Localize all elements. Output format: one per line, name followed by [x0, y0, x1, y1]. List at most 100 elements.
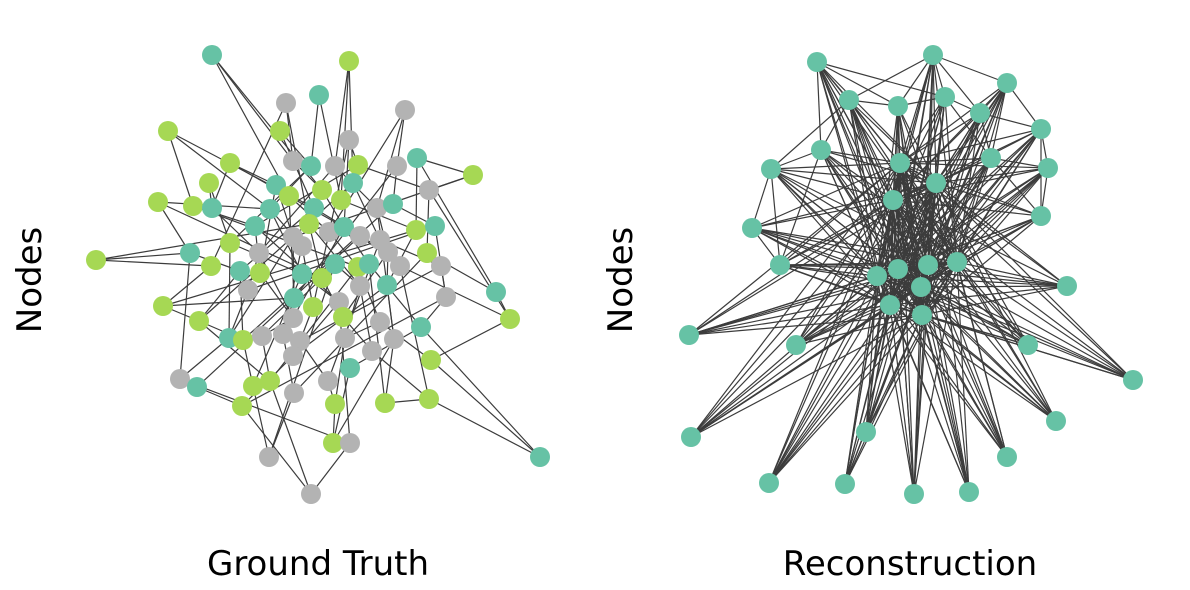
ground-truth-node: [334, 217, 354, 237]
ground-truth-nodes: [86, 45, 550, 504]
reconstruction-node: [839, 90, 859, 110]
reconstruction-edge: [844, 261, 958, 485]
reconstruction-edge: [690, 304, 891, 438]
ground-truth-edge: [428, 398, 541, 458]
ground-truth-edge: [268, 263, 336, 458]
ground-truth-node: [260, 371, 280, 391]
ground-truth-node: [202, 45, 222, 65]
reconstruction-edge: [779, 149, 822, 266]
ground-truth-node: [249, 243, 269, 263]
reconstruction-edge: [927, 215, 1042, 266]
reconstruction-node: [947, 252, 967, 272]
reconstruction-edge: [770, 168, 929, 266]
ground-truth-edge: [162, 297, 295, 307]
ground-truth-node: [189, 311, 209, 331]
ground-truth-node: [232, 396, 252, 416]
ground-truth-node: [252, 326, 272, 346]
ground-truth-node: [220, 233, 240, 253]
ground-truth-node: [259, 447, 279, 467]
ground-truth-edge: [310, 94, 320, 167]
reconstruction-node: [681, 427, 701, 447]
reconstruction-edge: [876, 96, 946, 277]
ground-truth-edge: [239, 270, 244, 341]
reconstruction-edge: [770, 99, 850, 170]
ground-truth-node: [283, 151, 303, 171]
reconstruction-node: [935, 87, 955, 107]
ground-truth-node: [348, 155, 368, 175]
reconstruction-node: [807, 52, 827, 72]
reconstruction-edge: [944, 96, 958, 263]
reconstruction-edge: [751, 168, 772, 229]
ground-truth-node: [86, 250, 106, 270]
reconstruction-edge: [897, 105, 937, 184]
reconstruction-edge: [920, 286, 1057, 422]
ground-truth-edge: [334, 337, 346, 405]
ground-truth-node: [260, 199, 280, 219]
ground-truth-node: [339, 51, 359, 71]
ground-truth-edge: [269, 380, 312, 495]
ground-truth-node: [284, 383, 304, 403]
reconstruction-node: [911, 277, 931, 297]
reconstruction-edge: [899, 162, 958, 263]
ground-truth-edge: [179, 252, 191, 380]
reconstruction-edge: [889, 182, 937, 306]
ground-truth-node: [411, 317, 431, 337]
reconstruction-node: [1123, 370, 1143, 390]
ground-truth-node: [292, 264, 312, 284]
ground-truth-node: [312, 268, 332, 288]
reconstruction-node: [890, 153, 910, 173]
reconstruction-edge: [935, 182, 958, 263]
ground-truth-node: [238, 280, 258, 300]
ground-truth-node: [250, 263, 270, 283]
reconstruction-edge: [892, 96, 946, 201]
ground-truth-node: [170, 369, 190, 389]
ground-truth-node: [233, 330, 253, 350]
ground-truth-node: [333, 307, 353, 327]
ground-truth-node: [406, 220, 426, 240]
ground-truth-node: [187, 377, 207, 397]
ground-truth-node: [283, 346, 303, 366]
reconstruction-node: [856, 422, 876, 442]
ground-truth-node: [312, 180, 332, 200]
ground-truth-node: [359, 254, 379, 274]
reconstruction-edge: [899, 162, 929, 266]
ground-truth-node: [362, 341, 382, 361]
ground-truth-edge: [258, 252, 294, 319]
reconstruction-edge: [816, 61, 899, 107]
reconstruction-edge: [935, 182, 1057, 422]
ground-truth-node: [370, 312, 390, 332]
reconstruction-edge: [897, 162, 901, 270]
ground-truth-node: [425, 216, 445, 236]
reconstruction-node: [1031, 119, 1051, 139]
reconstruction-edge: [770, 162, 901, 170]
reconstruction-edge: [820, 149, 937, 184]
ground-truth-edge: [179, 337, 230, 380]
ground-truth-node: [378, 242, 398, 262]
ground-truth-edge: [167, 130, 271, 210]
ground-truth-node: [384, 329, 404, 349]
ground-truth-node: [153, 296, 173, 316]
reconstruction-edge: [848, 99, 894, 201]
reconstruction-edge: [899, 96, 946, 164]
reconstruction-node: [679, 325, 699, 345]
ground-truth-node: [283, 308, 303, 328]
ground-truth-edge: [95, 223, 310, 261]
ground-truth-node: [304, 198, 324, 218]
reconstruction-edge: [751, 162, 901, 229]
reconstruction-edge: [848, 54, 934, 101]
reconstruction-edge: [889, 304, 970, 493]
reconstruction-node: [883, 190, 903, 210]
reconstruction-edge: [913, 314, 923, 495]
reconstruction-edge: [690, 275, 878, 438]
reconstruction-edge: [751, 227, 899, 270]
ground-truth-edge: [269, 266, 359, 382]
reconstruction-edge: [844, 304, 891, 485]
ground-truth-node: [331, 190, 351, 210]
reconstruction-edge: [892, 112, 981, 201]
reconstruction-edge: [932, 54, 981, 114]
reconstruction-node: [970, 103, 990, 123]
reconstruction-edge: [897, 128, 1042, 270]
reconstruction-edge: [795, 162, 901, 346]
ground-truth-edge: [167, 130, 194, 207]
reconstruction-edge: [848, 99, 901, 164]
